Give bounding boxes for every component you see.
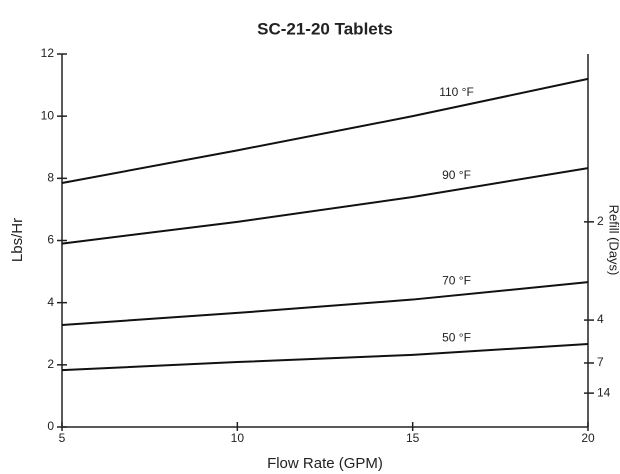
x-tick-label: 15 — [406, 431, 420, 445]
y-tick-label: 6 — [47, 233, 54, 247]
series-line — [61, 343, 589, 372]
series-line — [61, 281, 589, 327]
y2-tick-label: 2 — [597, 214, 604, 228]
y-tick-label: 2 — [47, 357, 54, 371]
y-tick-label: 8 — [47, 171, 54, 185]
chart-title: SC-21-20 Tablets — [257, 19, 393, 38]
x-tick-label: 5 — [59, 431, 66, 445]
series-label: 110 °F — [439, 85, 474, 99]
y-tick-label: 12 — [41, 46, 55, 60]
y2-tick-label: 7 — [597, 355, 604, 369]
y-tick-label: 0 — [47, 419, 54, 433]
x-tick-label: 20 — [581, 431, 595, 445]
series-line — [61, 77, 589, 184]
y2-axis-label: Refill (Days) — [607, 205, 620, 276]
x-tick-label: 10 — [231, 431, 245, 445]
series-line — [61, 167, 589, 245]
series-label: 70 °F — [442, 273, 471, 287]
y-tick-label: 10 — [41, 108, 55, 122]
y2-tick-label: 14 — [597, 385, 611, 399]
series-label: 90 °F — [442, 168, 471, 182]
x-axis-label: Flow Rate (GPM) — [267, 455, 383, 472]
y-tick-label: 4 — [47, 295, 54, 309]
series-label: 50 °F — [442, 330, 471, 344]
y2-tick-label: 4 — [597, 312, 604, 326]
y-axis-label: Lbs/Hr — [9, 218, 26, 262]
